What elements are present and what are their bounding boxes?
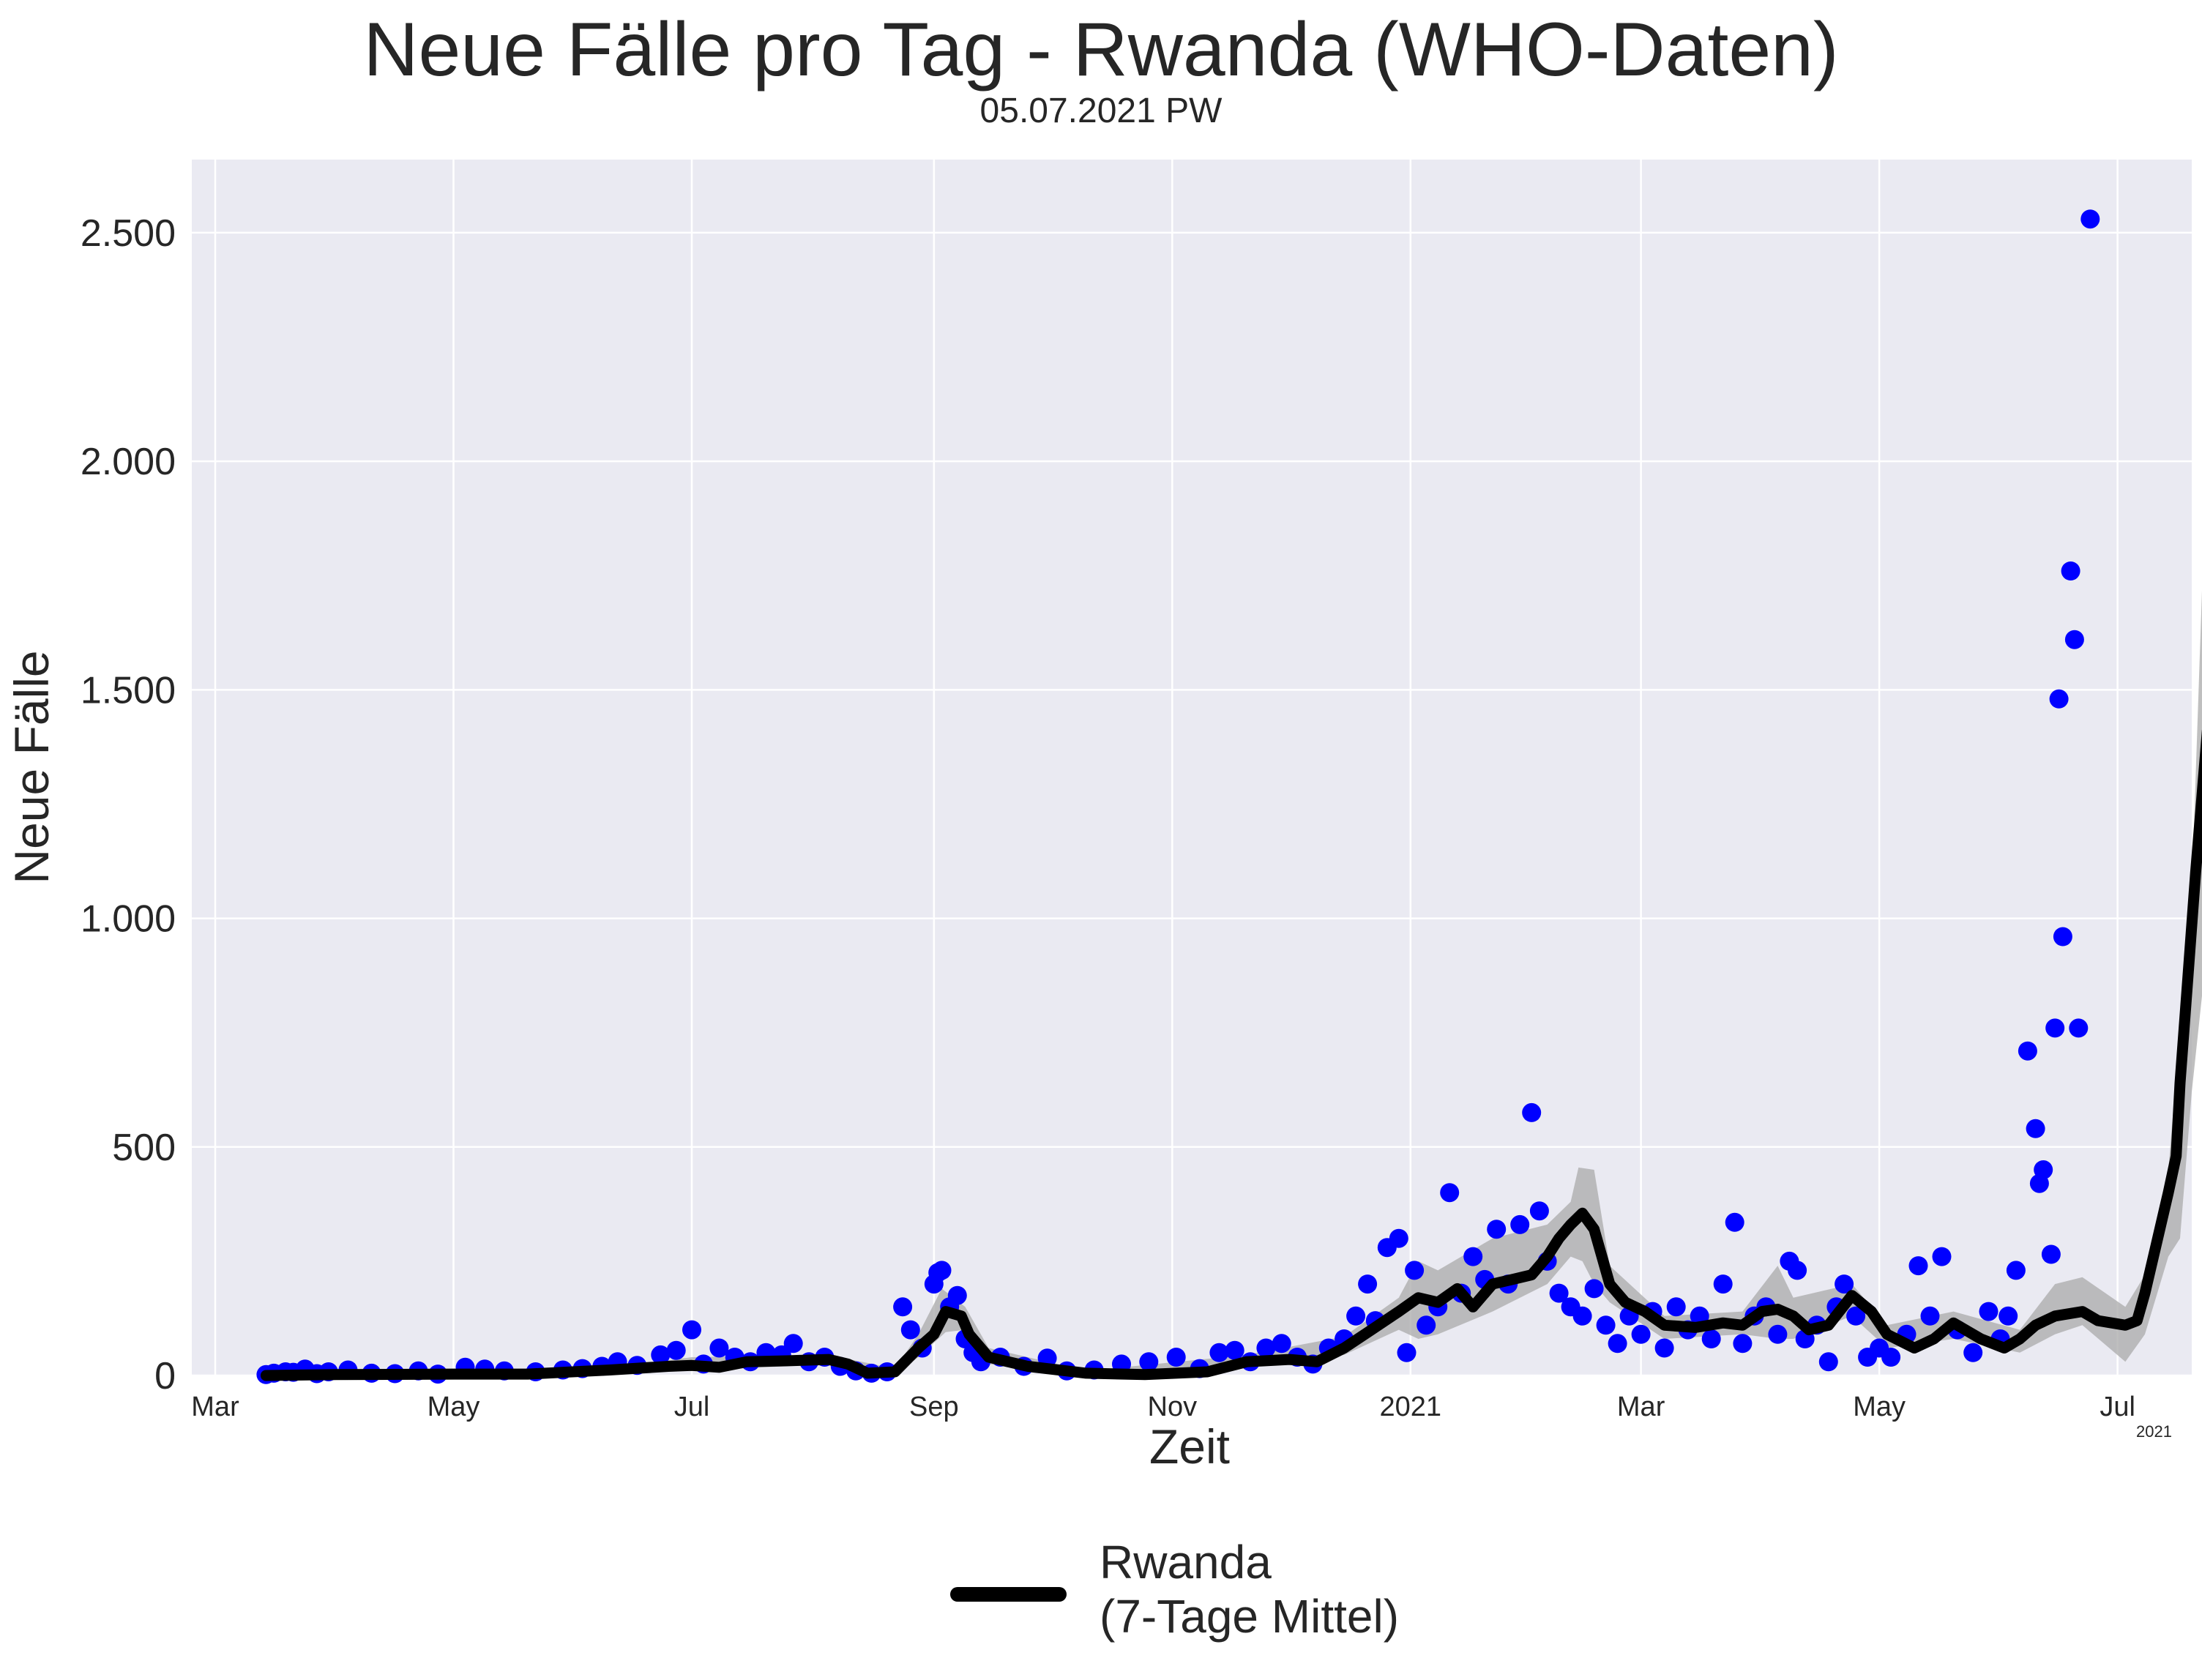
grid-lines: [192, 160, 2192, 1377]
x-tick-label: 2021: [1380, 1392, 1442, 1422]
data-point: [1701, 1329, 1721, 1348]
data-point: [1510, 1214, 1530, 1234]
legend-label: Rwanda (7-Tage Mittel): [1100, 1536, 1399, 1643]
data-point: [1596, 1315, 1616, 1335]
data-point: [1225, 1340, 1244, 1360]
data-point: [2069, 1018, 2089, 1038]
data-point: [2041, 1244, 2061, 1264]
data-point: [1654, 1338, 1674, 1358]
data-point: [2018, 1041, 2037, 1061]
data-point: [1549, 1283, 1569, 1303]
data-point: [1998, 1306, 2018, 1326]
data-point: [932, 1261, 952, 1280]
data-point: [1666, 1297, 1686, 1317]
data-point: [947, 1285, 967, 1305]
plot-background: [192, 160, 2192, 1375]
data-point: [1768, 1324, 1788, 1344]
y-tick-label: 500: [112, 1127, 176, 1169]
x-tick-labels: Mar May Jul Sep Nov 2021 Mar May Jul: [191, 1392, 2135, 1422]
y-tick-label: 1.500: [81, 669, 176, 712]
data-point: [1272, 1334, 1291, 1354]
x-axis-year-note: 2021: [2136, 1422, 2172, 1441]
x-tick-label: Mar: [1617, 1392, 1665, 1422]
data-point: [2006, 1261, 2026, 1280]
data-point: [1920, 1306, 1940, 1326]
data-point: [1487, 1220, 1507, 1239]
data-point: [1463, 1247, 1483, 1266]
y-tick-label: 0: [154, 1355, 176, 1397]
data-point: [2049, 689, 2069, 709]
x-tick-label: Mar: [191, 1392, 239, 1422]
data-point: [1733, 1334, 1753, 1354]
legend: Rwanda (7-Tage Mittel): [950, 1536, 1399, 1643]
chart-subtitle: 05.07.2021 PW: [979, 92, 1223, 130]
data-point: [1835, 1274, 1854, 1294]
data-point: [1166, 1348, 1186, 1367]
data-point: [2045, 1018, 2065, 1038]
data-point: [1963, 1343, 1983, 1362]
data-point: [1608, 1334, 1627, 1354]
seven-day-average-line: [260, 729, 2202, 1381]
chart-title: Neue Fälle pro Tag - Rwanda (WHO-Daten): [363, 7, 1839, 92]
data-point: [682, 1320, 701, 1340]
data-point: [1631, 1324, 1651, 1344]
data-point: [1522, 1102, 1542, 1122]
data-point: [1529, 1201, 1549, 1221]
y-tick-label: 2.000: [81, 441, 176, 483]
x-tick-label: Nov: [1148, 1392, 1198, 1422]
legend-label-line: (7-Tage Mittel): [1100, 1590, 1399, 1643]
data-point: [1713, 1274, 1733, 1294]
data-point: [1818, 1352, 1838, 1372]
data-point: [2064, 630, 2084, 649]
data-point: [651, 1345, 671, 1364]
data-point: [1725, 1212, 1744, 1232]
data-point: [893, 1297, 913, 1317]
data-point: [1881, 1348, 1901, 1367]
data-point: [2061, 561, 2080, 580]
x-tick-label: May: [428, 1392, 480, 1422]
data-point: [1139, 1352, 1159, 1372]
data-point: [1572, 1306, 1592, 1326]
data-point: [1440, 1183, 1460, 1203]
data-point: [1405, 1261, 1425, 1280]
data-point: [1346, 1306, 1366, 1326]
data-point: [783, 1334, 803, 1354]
data-point: [709, 1338, 729, 1358]
data-point: [900, 1320, 920, 1340]
data-point: [2026, 1119, 2045, 1138]
data-point: [2034, 1160, 2053, 1179]
data-point: [1256, 1338, 1276, 1358]
data-point: [2053, 927, 2072, 947]
data-point: [666, 1340, 686, 1360]
x-tick-label: May: [1853, 1392, 1906, 1422]
data-point: [2080, 209, 2100, 229]
x-tick-label: Jul: [674, 1392, 710, 1422]
data-point: [1932, 1247, 1952, 1266]
x-tick-label: Jul: [2100, 1392, 2135, 1422]
y-axis-label: Neue Fälle: [4, 650, 59, 884]
x-axis-label: Zeit: [1149, 1419, 1230, 1474]
data-point: [1908, 1256, 1928, 1276]
data-point: [1358, 1274, 1378, 1294]
data-point: [1979, 1302, 1998, 1321]
y-tick-label: 1.000: [81, 898, 176, 941]
data-point: [1397, 1343, 1417, 1362]
data-point: [1389, 1228, 1408, 1248]
y-tick-label: 2.500: [81, 212, 176, 255]
average-line-path: [260, 729, 2202, 1381]
data-point: [1417, 1315, 1436, 1335]
data-point: [1209, 1343, 1229, 1362]
data-point: [1788, 1261, 1807, 1280]
data-point: [1846, 1306, 1866, 1326]
legend-label-line: Rwanda: [1100, 1536, 1272, 1588]
data-point: [1584, 1279, 1604, 1299]
x-tick-label: Sep: [909, 1392, 959, 1422]
y-tick-labels: 0 500 1.000 1.500 2.000 2.500: [81, 212, 176, 1397]
